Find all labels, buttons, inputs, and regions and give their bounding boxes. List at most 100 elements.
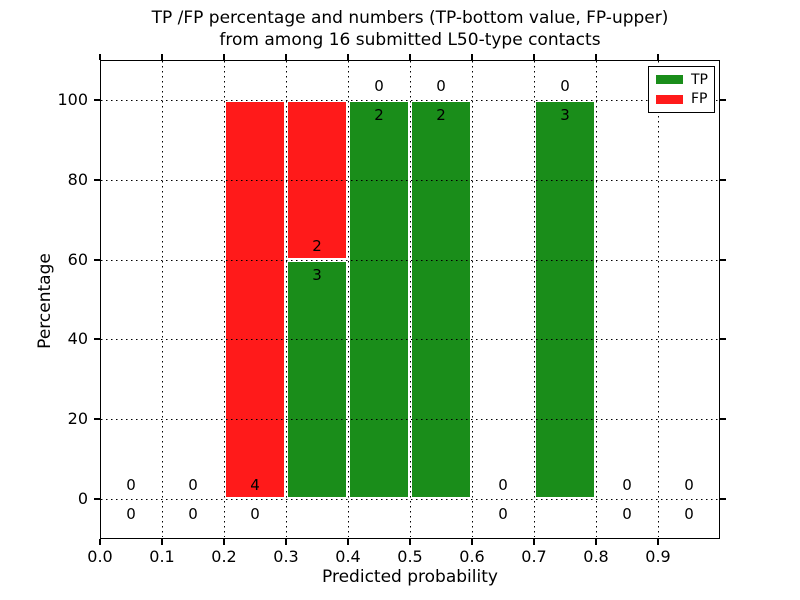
- legend: TP FP: [648, 66, 715, 113]
- bar-tp-0.7-0.8: [534, 100, 596, 499]
- gridline-x-0.8: [595, 61, 597, 537]
- chart-title: TP /FP percentage and numbers (TP-bottom…: [100, 7, 720, 51]
- x-tick-label-0.7: 0.7: [521, 547, 547, 566]
- legend-swatch-fp: [656, 94, 683, 104]
- x-tick-top-0.5: [409, 54, 411, 60]
- annotation-tp-count-0.4-0.5: 2: [374, 105, 384, 124]
- gridline-x-0.5: [409, 61, 411, 537]
- bar-tp-0.3-0.4: [286, 260, 348, 499]
- gridline-y-60: [101, 259, 718, 261]
- bar-tp-0.5-0.6: [410, 100, 472, 499]
- annotation-tp-count-0.3-0.4: 3: [312, 265, 322, 284]
- x-tick-bottom-0.3: [285, 539, 287, 545]
- y-tick-label-0: 0: [77, 489, 88, 508]
- x-tick-bottom-0.9: [657, 539, 659, 545]
- legend-item-tp: TP: [656, 73, 714, 87]
- x-tick-label-0.3: 0.3: [273, 547, 299, 566]
- x-tick-bottom-0.0: [99, 539, 101, 545]
- gridline-x-0.4: [347, 61, 349, 537]
- x-tick-bottom-0.8: [595, 539, 597, 545]
- x-tick-top-0.6: [471, 54, 473, 60]
- annotation-fp-count-0.4-0.5: 0: [374, 76, 384, 95]
- legend-swatch-tp: [656, 75, 683, 85]
- gridline-y-100: [101, 99, 718, 101]
- x-tick-label-0.2: 0.2: [211, 547, 237, 566]
- x-tick-top-0.4: [347, 54, 349, 60]
- x-tick-label-0.8: 0.8: [583, 547, 609, 566]
- y-tick-right-0: [720, 498, 726, 500]
- annotation-tp-count-0.2-0.3: 0: [250, 505, 260, 524]
- bar-fp-0.2-0.3: [224, 100, 286, 499]
- x-tick-top-0.8: [595, 54, 597, 60]
- annotation-fp-count-0.2-0.3: 4: [250, 476, 260, 495]
- y-tick-label-60: 60: [67, 250, 88, 269]
- x-tick-top-0.2: [223, 54, 225, 60]
- annotation-fp-count-0-0.1: 0: [126, 476, 136, 495]
- x-tick-label-0.4: 0.4: [335, 547, 361, 566]
- annotation-fp-count-0.3-0.4: 2: [312, 236, 322, 255]
- annotation-tp-count-0.5-0.6: 2: [436, 105, 446, 124]
- y-tick-right-60: [720, 259, 726, 261]
- x-tick-bottom-0.5: [409, 539, 411, 545]
- x-tick-top-0.7: [533, 54, 535, 60]
- y-tick-label-40: 40: [67, 329, 88, 348]
- x-tick-label-0.6: 0.6: [459, 547, 485, 566]
- y-tick-label-100: 100: [57, 90, 88, 109]
- gridline-x-0.7: [533, 61, 535, 537]
- x-tick-label-0.9: 0.9: [645, 547, 671, 566]
- gridline-x-0.1: [161, 61, 163, 537]
- x-tick-label-0.1: 0.1: [149, 547, 175, 566]
- gridline-y-40: [101, 338, 718, 340]
- bar-tp-0.4-0.5: [348, 100, 410, 499]
- x-tick-label-0.5: 0.5: [397, 547, 423, 566]
- annotation-tp-count-0.1-0.2: 0: [188, 505, 198, 524]
- legend-label-fp: FP: [691, 91, 708, 108]
- x-tick-bottom-0.4: [347, 539, 349, 545]
- legend-item-fp: FP: [656, 92, 714, 106]
- x-tick-bottom-0.7: [533, 539, 535, 545]
- y-tick-left-40: [94, 338, 100, 340]
- gridline-x-0.6: [471, 61, 473, 537]
- y-tick-label-20: 20: [67, 409, 88, 428]
- gridline-x-0.9: [657, 61, 659, 537]
- annotation-tp-count-0.9-1: 0: [684, 505, 694, 524]
- y-tick-right-20: [720, 418, 726, 420]
- x-tick-top-0.3: [285, 54, 287, 60]
- y-tick-right-40: [720, 338, 726, 340]
- annotation-fp-count-0.5-0.6: 0: [436, 76, 446, 95]
- gridline-y-0: [101, 498, 718, 500]
- x-tick-label-0.0: 0.0: [87, 547, 113, 566]
- y-tick-left-0: [94, 498, 100, 500]
- gridline-y-80: [101, 179, 718, 181]
- y-tick-left-80: [94, 179, 100, 181]
- annotation-fp-count-0.6-0.7: 0: [498, 476, 508, 495]
- y-tick-left-100: [94, 99, 100, 101]
- x-tick-top-0.9: [657, 54, 659, 60]
- annotation-tp-count-0.6-0.7: 0: [498, 505, 508, 524]
- y-tick-label-80: 80: [67, 170, 88, 189]
- annotation-fp-count-0.8-0.9: 0: [622, 476, 632, 495]
- annotation-tp-count-0.7-0.8: 3: [560, 105, 570, 124]
- chart-title-line1: TP /FP percentage and numbers (TP-bottom…: [151, 8, 669, 28]
- gridline-x-0.3: [285, 61, 287, 537]
- y-tick-left-20: [94, 418, 100, 420]
- annotation-tp-count-0.8-0.9: 0: [622, 505, 632, 524]
- y-tick-right-80: [720, 179, 726, 181]
- annotation-tp-count-0-0.1: 0: [126, 505, 136, 524]
- x-tick-bottom-0.6: [471, 539, 473, 545]
- gridline-x-0.2: [223, 61, 225, 537]
- x-tick-top-0.0: [99, 54, 101, 60]
- x-tick-top-0.1: [161, 54, 163, 60]
- x-tick-bottom-0.1: [161, 539, 163, 545]
- plot-area: [100, 60, 720, 539]
- gridline-y-20: [101, 418, 718, 420]
- x-axis-label: Predicted probability: [322, 567, 498, 587]
- legend-label-tp: TP: [691, 71, 708, 88]
- x-tick-bottom-0.2: [223, 539, 225, 545]
- annotation-fp-count-0.9-1: 0: [684, 476, 694, 495]
- annotation-fp-count-0.7-0.8: 0: [560, 76, 570, 95]
- annotation-fp-count-0.1-0.2: 0: [188, 476, 198, 495]
- y-tick-right-100: [720, 99, 726, 101]
